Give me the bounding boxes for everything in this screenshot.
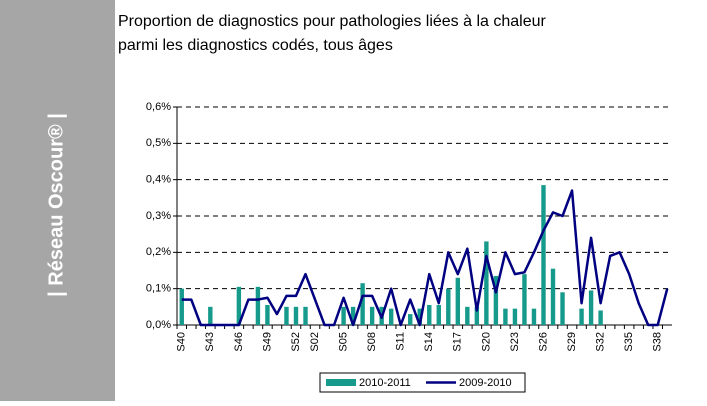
x-tick-label: S29 [566,332,578,352]
bar [522,274,527,325]
x-tick-label: S43 [204,332,216,352]
chart-subtitle: parmi les diagnostics codés, tous âges [118,37,393,54]
x-tick-label: S08 [366,332,378,352]
legend-label: 2009-2010 [459,377,512,389]
bar [236,286,242,325]
bar [503,308,508,325]
bar [474,306,480,325]
bar [560,292,565,325]
y-tick-label: 0,6% [146,101,171,113]
legend-swatch [326,379,356,386]
bar [493,275,499,325]
bar [284,306,289,325]
bar [436,305,441,325]
banner [0,0,115,401]
x-tick-label: S02 [309,332,321,352]
y-tick-label: 0,4% [146,174,171,186]
x-tick-label: S05 [337,332,349,352]
bar [588,290,594,325]
bar [408,314,413,325]
y-tick-label: 0,5% [146,137,171,149]
bar [360,283,365,325]
x-tick-label: S49 [261,332,273,352]
x-tick-label: S23 [509,332,521,352]
bar [598,310,603,325]
bar [455,277,461,325]
y-tick-label: 0,3% [146,210,171,222]
x-tick-label: S14 [423,332,435,352]
bar [541,185,546,325]
y-tick-label: 0,2% [146,246,171,258]
bar [341,306,346,325]
x-tick-label: S46 [233,332,245,352]
bar [531,308,537,325]
x-tick-label: S52 [290,332,302,352]
bar [512,308,518,325]
bar [369,306,375,325]
bar [293,306,299,325]
x-tick-label: S26 [537,332,549,352]
x-tick-label: S38 [652,332,664,352]
bar [265,305,270,325]
x-tick-label: S40 [176,332,188,352]
bar [179,288,184,325]
legend-label: 2010-2011 [359,377,411,389]
y-tick-label: 0,1% [146,283,171,295]
y-tick-label: 0,0% [146,319,171,331]
bar [208,306,213,325]
bar [579,308,584,325]
bar [484,241,489,325]
bar [350,306,356,325]
line [181,189,669,327]
x-tick-label: S32 [595,332,607,352]
bar [446,288,451,325]
chart-title: Proportion de diagnostics pour pathologi… [118,13,547,30]
bar [388,308,394,325]
x-tick-label: S17 [452,332,464,352]
bar [255,286,261,325]
x-tick-label: S11 [395,332,407,351]
x-tick-label: S20 [480,332,492,352]
bar [303,306,308,325]
x-tick-label: S35 [623,332,635,352]
legend-box [319,372,526,393]
bar [417,308,422,325]
bar [550,268,556,325]
bar [427,305,432,325]
banner-text: | Réseau Oscour® | [45,113,67,297]
bar [465,306,470,325]
